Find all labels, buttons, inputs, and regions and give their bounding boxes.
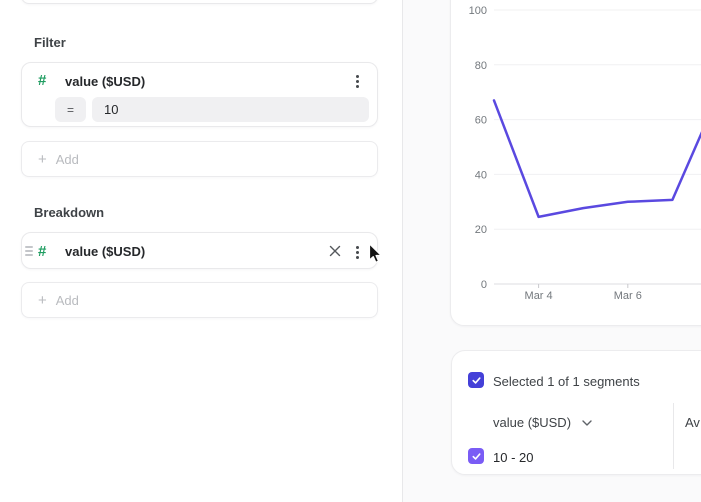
filter-value-input[interactable] <box>92 97 369 122</box>
filter-property-name[interactable]: value ($USD) <box>65 74 146 89</box>
segments-card: Selected 1 of 1 segments value ($USD) Av… <box>451 350 701 475</box>
previous-card-partial <box>21 0 378 4</box>
kebab-menu-icon[interactable] <box>349 72 365 90</box>
svg-text:80: 80 <box>475 60 487 72</box>
check-icon <box>471 376 481 384</box>
line-chart: 0 20 40 60 80 100 Mar 4 Mar 6 <box>469 5 701 302</box>
filter-property-card: # value ($USD) = <box>21 62 378 127</box>
breakdown-property-card: # value ($USD) <box>21 232 378 269</box>
svg-text:20: 20 <box>475 224 487 236</box>
add-filter-button[interactable]: + Add <box>21 141 378 177</box>
number-hash-icon: # <box>38 72 47 89</box>
chart-line <box>492 99 701 219</box>
svg-text:100: 100 <box>469 5 487 17</box>
line-chart-card <box>450 0 701 326</box>
plus-icon: + <box>38 150 47 168</box>
number-hash-icon: # <box>38 243 47 260</box>
column-header-value[interactable]: value ($USD) <box>493 415 592 430</box>
drag-handle-icon[interactable] <box>25 245 33 256</box>
svg-text:60: 60 <box>475 115 487 127</box>
column-divider <box>673 403 674 469</box>
svg-text:40: 40 <box>475 169 487 181</box>
operator-button[interactable]: = <box>55 97 86 122</box>
panel-divider <box>402 0 403 502</box>
check-icon <box>471 452 481 460</box>
svg-text:Mar 6: Mar 6 <box>614 290 642 302</box>
add-breakdown-button[interactable]: + Add <box>21 282 378 318</box>
mouse-cursor <box>368 243 382 263</box>
segment-row-checkbox[interactable] <box>468 448 484 464</box>
column-header-partial[interactable]: Av <box>685 415 700 430</box>
segments-summary: Selected 1 of 1 segments <box>493 374 640 389</box>
remove-breakdown-icon[interactable] <box>327 243 343 259</box>
chevron-down-icon <box>582 419 592 426</box>
select-all-checkbox[interactable] <box>468 372 484 388</box>
breakdown-section-label: Breakdown <box>34 205 105 220</box>
svg-text:Mar 4: Mar 4 <box>525 290 553 302</box>
filter-section-label: Filter <box>34 35 66 50</box>
kebab-menu-icon[interactable] <box>349 243 365 261</box>
breakdown-property-name[interactable]: value ($USD) <box>65 244 146 259</box>
plus-icon: + <box>38 291 47 309</box>
svg-text:0: 0 <box>481 279 487 291</box>
segment-row-label: 10 - 20 <box>493 450 534 465</box>
